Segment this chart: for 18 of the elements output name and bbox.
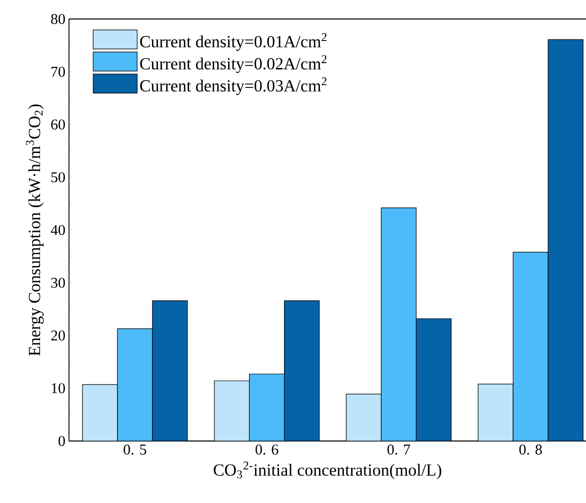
x-axis-title: CO$_{3}$$^{2-}$initial concentration(mol/L)	[214, 462, 442, 480]
x-tick-label: 0. 6	[256, 444, 278, 455]
y-tick-label: 0	[58, 436, 65, 446]
y-tick-label: 50	[51, 172, 65, 182]
x-tick-label: 0. 7	[387, 444, 410, 455]
y-tick-label: 40	[50, 224, 65, 236]
y-tick-label: 70	[52, 66, 65, 77]
y-tick-label: 30	[51, 278, 65, 288]
y-tick-label: 20	[51, 330, 65, 341]
legend-label: Current density=0.03A/cm$^{2}$	[140, 77, 326, 96]
y-tick-label: 80	[51, 14, 65, 24]
legend-label: Current density=0.02A/cm$^{2}$	[140, 55, 326, 73]
y-tick-label: 10	[52, 383, 65, 394]
y-axis-title: Energy Consumption (kW·h/m$^{3}$CO$_{2}$)	[26, 104, 44, 356]
legend-label: Current density=0.01A/cm$^{2}$	[140, 33, 326, 51]
x-tick-label: 0. 8	[519, 444, 542, 455]
y-tick-label: 60	[51, 119, 65, 130]
x-tick-label: 0. 5	[124, 444, 146, 455]
